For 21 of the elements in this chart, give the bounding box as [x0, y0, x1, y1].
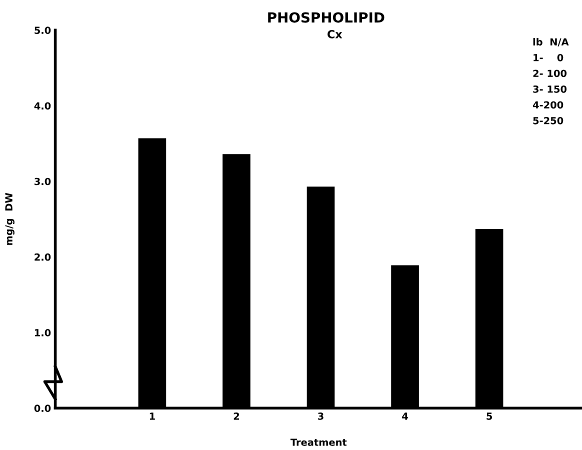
- annotation: 3- 150: [533, 85, 567, 93]
- x-tick-label: 5: [486, 412, 492, 420]
- annotation: 2- 100: [533, 70, 567, 78]
- annotation: 5-250: [533, 116, 564, 124]
- y-tick-label: 5.0: [34, 26, 51, 34]
- chart-subtitle: Cx: [328, 30, 342, 38]
- chart-title: PHOSPHOLIPID: [268, 12, 384, 23]
- x-tick-label: 2: [234, 412, 240, 420]
- y-axis-title: mg/g DW: [5, 192, 14, 245]
- y-tick-label: 3.0: [34, 178, 51, 186]
- x-tick-label: 1: [150, 412, 155, 420]
- y-tick-label: 1.0: [35, 329, 51, 336]
- y-tick-label: 0.0: [34, 404, 51, 412]
- y-tick-label: 4.0: [34, 102, 51, 110]
- annotation: 1- 0: [534, 54, 564, 62]
- x-axis-title: Treatment: [290, 438, 347, 446]
- x-tick-label: 4: [402, 412, 408, 420]
- y-tick-label: 2.0: [34, 253, 51, 261]
- x-tick-label: 3: [318, 412, 324, 420]
- annotation: lb N/A: [533, 38, 569, 46]
- annotation: 4-200: [532, 101, 564, 109]
